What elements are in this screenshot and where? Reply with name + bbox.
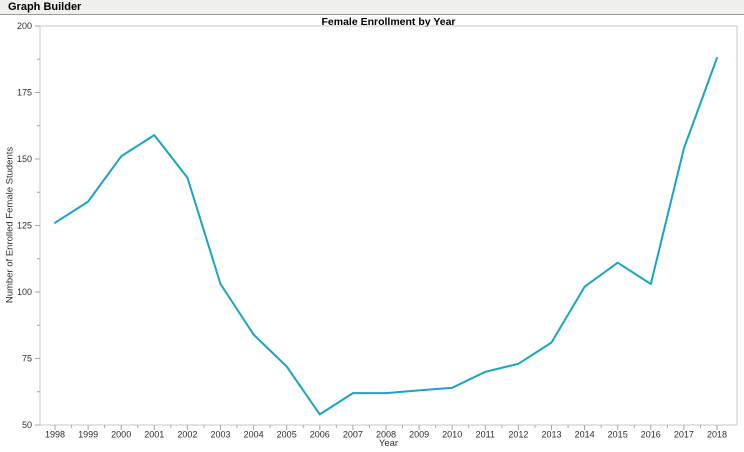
x-tick-label[interactable]: 2000 — [111, 430, 131, 440]
report-title-bar[interactable]: Graph Builder — [0, 0, 744, 15]
y-tick-label[interactable]: 200 — [17, 21, 32, 31]
x-tick-label[interactable]: 2006 — [310, 430, 330, 440]
plot-svg[interactable]: 50 75 100 125 150 175 200 1998 1999 2000 2001 2002 2… — [0, 16, 744, 452]
x-tick-label[interactable]: 2009 — [409, 430, 429, 440]
x-tick-label[interactable]: 2013 — [541, 430, 561, 440]
y-tick-label[interactable]: 50 — [22, 420, 32, 430]
plot-frame — [39, 25, 738, 426]
y-tick-label[interactable]: 100 — [17, 287, 32, 297]
x-tick-label[interactable]: 2003 — [210, 430, 230, 440]
x-tick-label[interactable]: 2011 — [476, 430, 495, 440]
x-tick-label[interactable]: 2017 — [674, 430, 694, 440]
x-tick-label[interactable]: 2012 — [508, 430, 528, 440]
x-tick-label[interactable]: 1998 — [45, 430, 65, 440]
x-tick-label[interactable]: 2016 — [641, 430, 661, 440]
x-tick-label[interactable]: 2004 — [244, 430, 264, 440]
y-tick-label[interactable]: 150 — [17, 154, 32, 164]
x-tick-label[interactable]: 2010 — [442, 430, 462, 440]
x-tick-label[interactable]: 2014 — [575, 430, 595, 440]
x-tick-label[interactable]: 2007 — [343, 430, 363, 440]
enrollment-line-series[interactable] — [54, 56, 718, 416]
x-tick-label[interactable]: 2005 — [277, 430, 297, 440]
graph-builder-chart: Female Enrollment by Year Number of Enro… — [0, 16, 744, 452]
x-tick-label[interactable]: 2015 — [608, 430, 628, 440]
window-title: Graph Builder — [8, 1, 82, 13]
y-tick-label[interactable]: 175 — [17, 88, 32, 98]
x-tick-label[interactable]: 1999 — [78, 430, 98, 440]
chart-title[interactable]: Female Enrollment by Year — [321, 16, 456, 28]
y-tick-label[interactable]: 125 — [17, 221, 32, 231]
y-tick-label[interactable]: 75 — [22, 354, 32, 364]
x-tick-label[interactable]: 2018 — [707, 430, 727, 440]
x-tick-label[interactable]: 2002 — [177, 430, 197, 440]
x-tick-label[interactable]: 2001 — [144, 430, 164, 440]
x-axis-label[interactable]: Year — [378, 438, 399, 449]
x-tick-label[interactable]: 2008 — [376, 430, 396, 440]
